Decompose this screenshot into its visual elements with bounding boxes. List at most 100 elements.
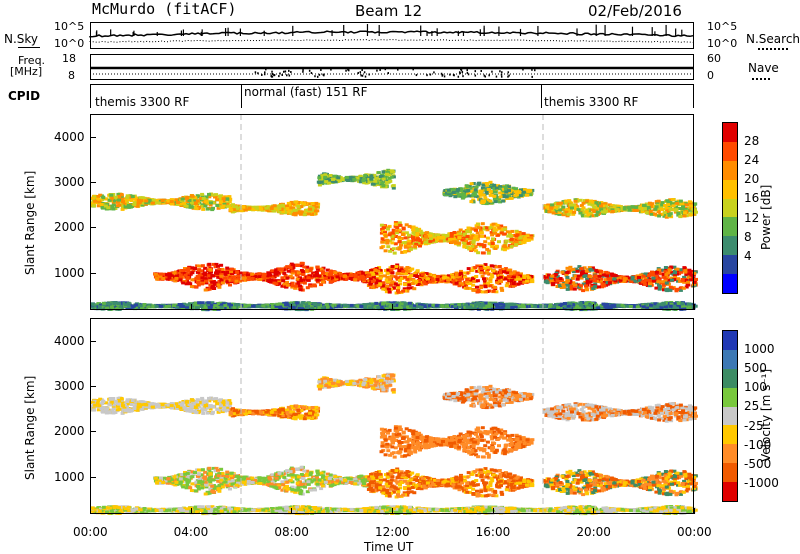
power-cell: [493, 231, 498, 235]
power-cell: [367, 177, 372, 181]
power-cell: [514, 191, 519, 195]
power-cell: [423, 282, 428, 286]
power-cell: [682, 214, 687, 218]
power-cell: [411, 231, 416, 235]
nave-point: [412, 68, 414, 71]
power-cell: [560, 207, 565, 211]
power-cell: [319, 276, 324, 280]
nave-point: [379, 68, 381, 71]
power-cell: [190, 194, 195, 198]
power-cell: [547, 210, 552, 214]
power-cell: [407, 245, 412, 249]
power-cell: [181, 281, 186, 285]
power-cell: [487, 242, 492, 246]
power-cell: [596, 204, 601, 208]
power-cell: [597, 201, 601, 205]
power-cell: [412, 287, 417, 291]
power-cell: [363, 273, 368, 277]
power-cell: [185, 200, 190, 203]
power-cell: [503, 227, 508, 231]
power-cell: [516, 282, 521, 286]
power-cell: [308, 284, 313, 288]
power-cell: [229, 270, 234, 274]
power-cell: [585, 208, 590, 212]
power-cell: [406, 242, 411, 246]
power-cell: [503, 267, 508, 271]
power-cell: [391, 247, 396, 251]
power-cell: [489, 231, 494, 235]
nave-point: [462, 75, 464, 78]
power-cell: [220, 267, 225, 271]
nave-point: [368, 73, 370, 76]
power-cell: [480, 186, 485, 190]
power-cell: [213, 195, 217, 199]
power-cell: [466, 226, 471, 230]
power-cell: [573, 207, 578, 211]
power-cell: [217, 268, 222, 272]
power-cell: [313, 284, 317, 288]
power-cell: [606, 209, 611, 213]
power-cell: [518, 277, 522, 281]
nave-point: [323, 74, 325, 77]
power-cell: [308, 274, 312, 278]
power-cell: [518, 236, 523, 240]
nave-point: [507, 71, 510, 74]
power-cell: [493, 200, 498, 204]
power-cell: [363, 174, 368, 177]
power-cell: [475, 285, 479, 289]
power-cell: [505, 271, 510, 275]
power-cell: [497, 187, 502, 191]
power-cell: [232, 205, 237, 209]
power-cell: [174, 276, 179, 280]
power-cell: [528, 193, 533, 197]
nave-point: [474, 74, 477, 77]
power-cell: [379, 231, 384, 235]
power-cell: [498, 268, 503, 272]
power-cell: [688, 202, 693, 206]
power-cell: [455, 232, 460, 236]
nsky-label: N.Sky: [4, 32, 39, 46]
power-cell: [125, 194, 130, 198]
power-cell: [328, 269, 333, 273]
power-cell: [383, 288, 388, 291]
power-cell: [262, 275, 267, 279]
power-cell: [668, 198, 673, 202]
power-cell: [437, 236, 441, 239]
power-cell: [298, 272, 303, 276]
power-cell: [336, 176, 341, 180]
power-cell: [229, 208, 234, 212]
power-cell: [99, 203, 104, 206]
nave-point: [254, 71, 257, 74]
power-cell: [463, 275, 468, 279]
power-cell: [403, 245, 408, 249]
power-cell: [591, 214, 596, 218]
power-cell: [325, 268, 330, 272]
power-cell: [473, 236, 478, 240]
power-cell: [195, 199, 200, 203]
power-cell: [283, 274, 288, 278]
power-cell: [678, 199, 683, 203]
power-cell: [607, 203, 612, 207]
power-cell: [665, 199, 670, 203]
power-cell: [634, 205, 639, 209]
power-cell: [406, 286, 411, 290]
power-cell: [327, 273, 332, 277]
power-cell: [494, 186, 499, 190]
power-cell: [485, 268, 490, 271]
power-cell: [475, 238, 480, 242]
nave-point: [397, 68, 399, 71]
power-cell: [590, 208, 595, 212]
nave-tick-high: 60: [707, 52, 721, 65]
power-cell: [323, 175, 328, 179]
power-cell: [497, 265, 502, 268]
power-cell: [465, 278, 470, 281]
power-cell: [670, 202, 675, 206]
power-cell: [428, 234, 433, 238]
power-cell: [122, 201, 127, 205]
power-cell: [622, 207, 627, 211]
power-cell: [688, 200, 693, 204]
power-cell: [228, 283, 232, 287]
power-cell: [493, 190, 498, 194]
power-cell: [467, 194, 472, 198]
power-cell: [282, 271, 287, 275]
